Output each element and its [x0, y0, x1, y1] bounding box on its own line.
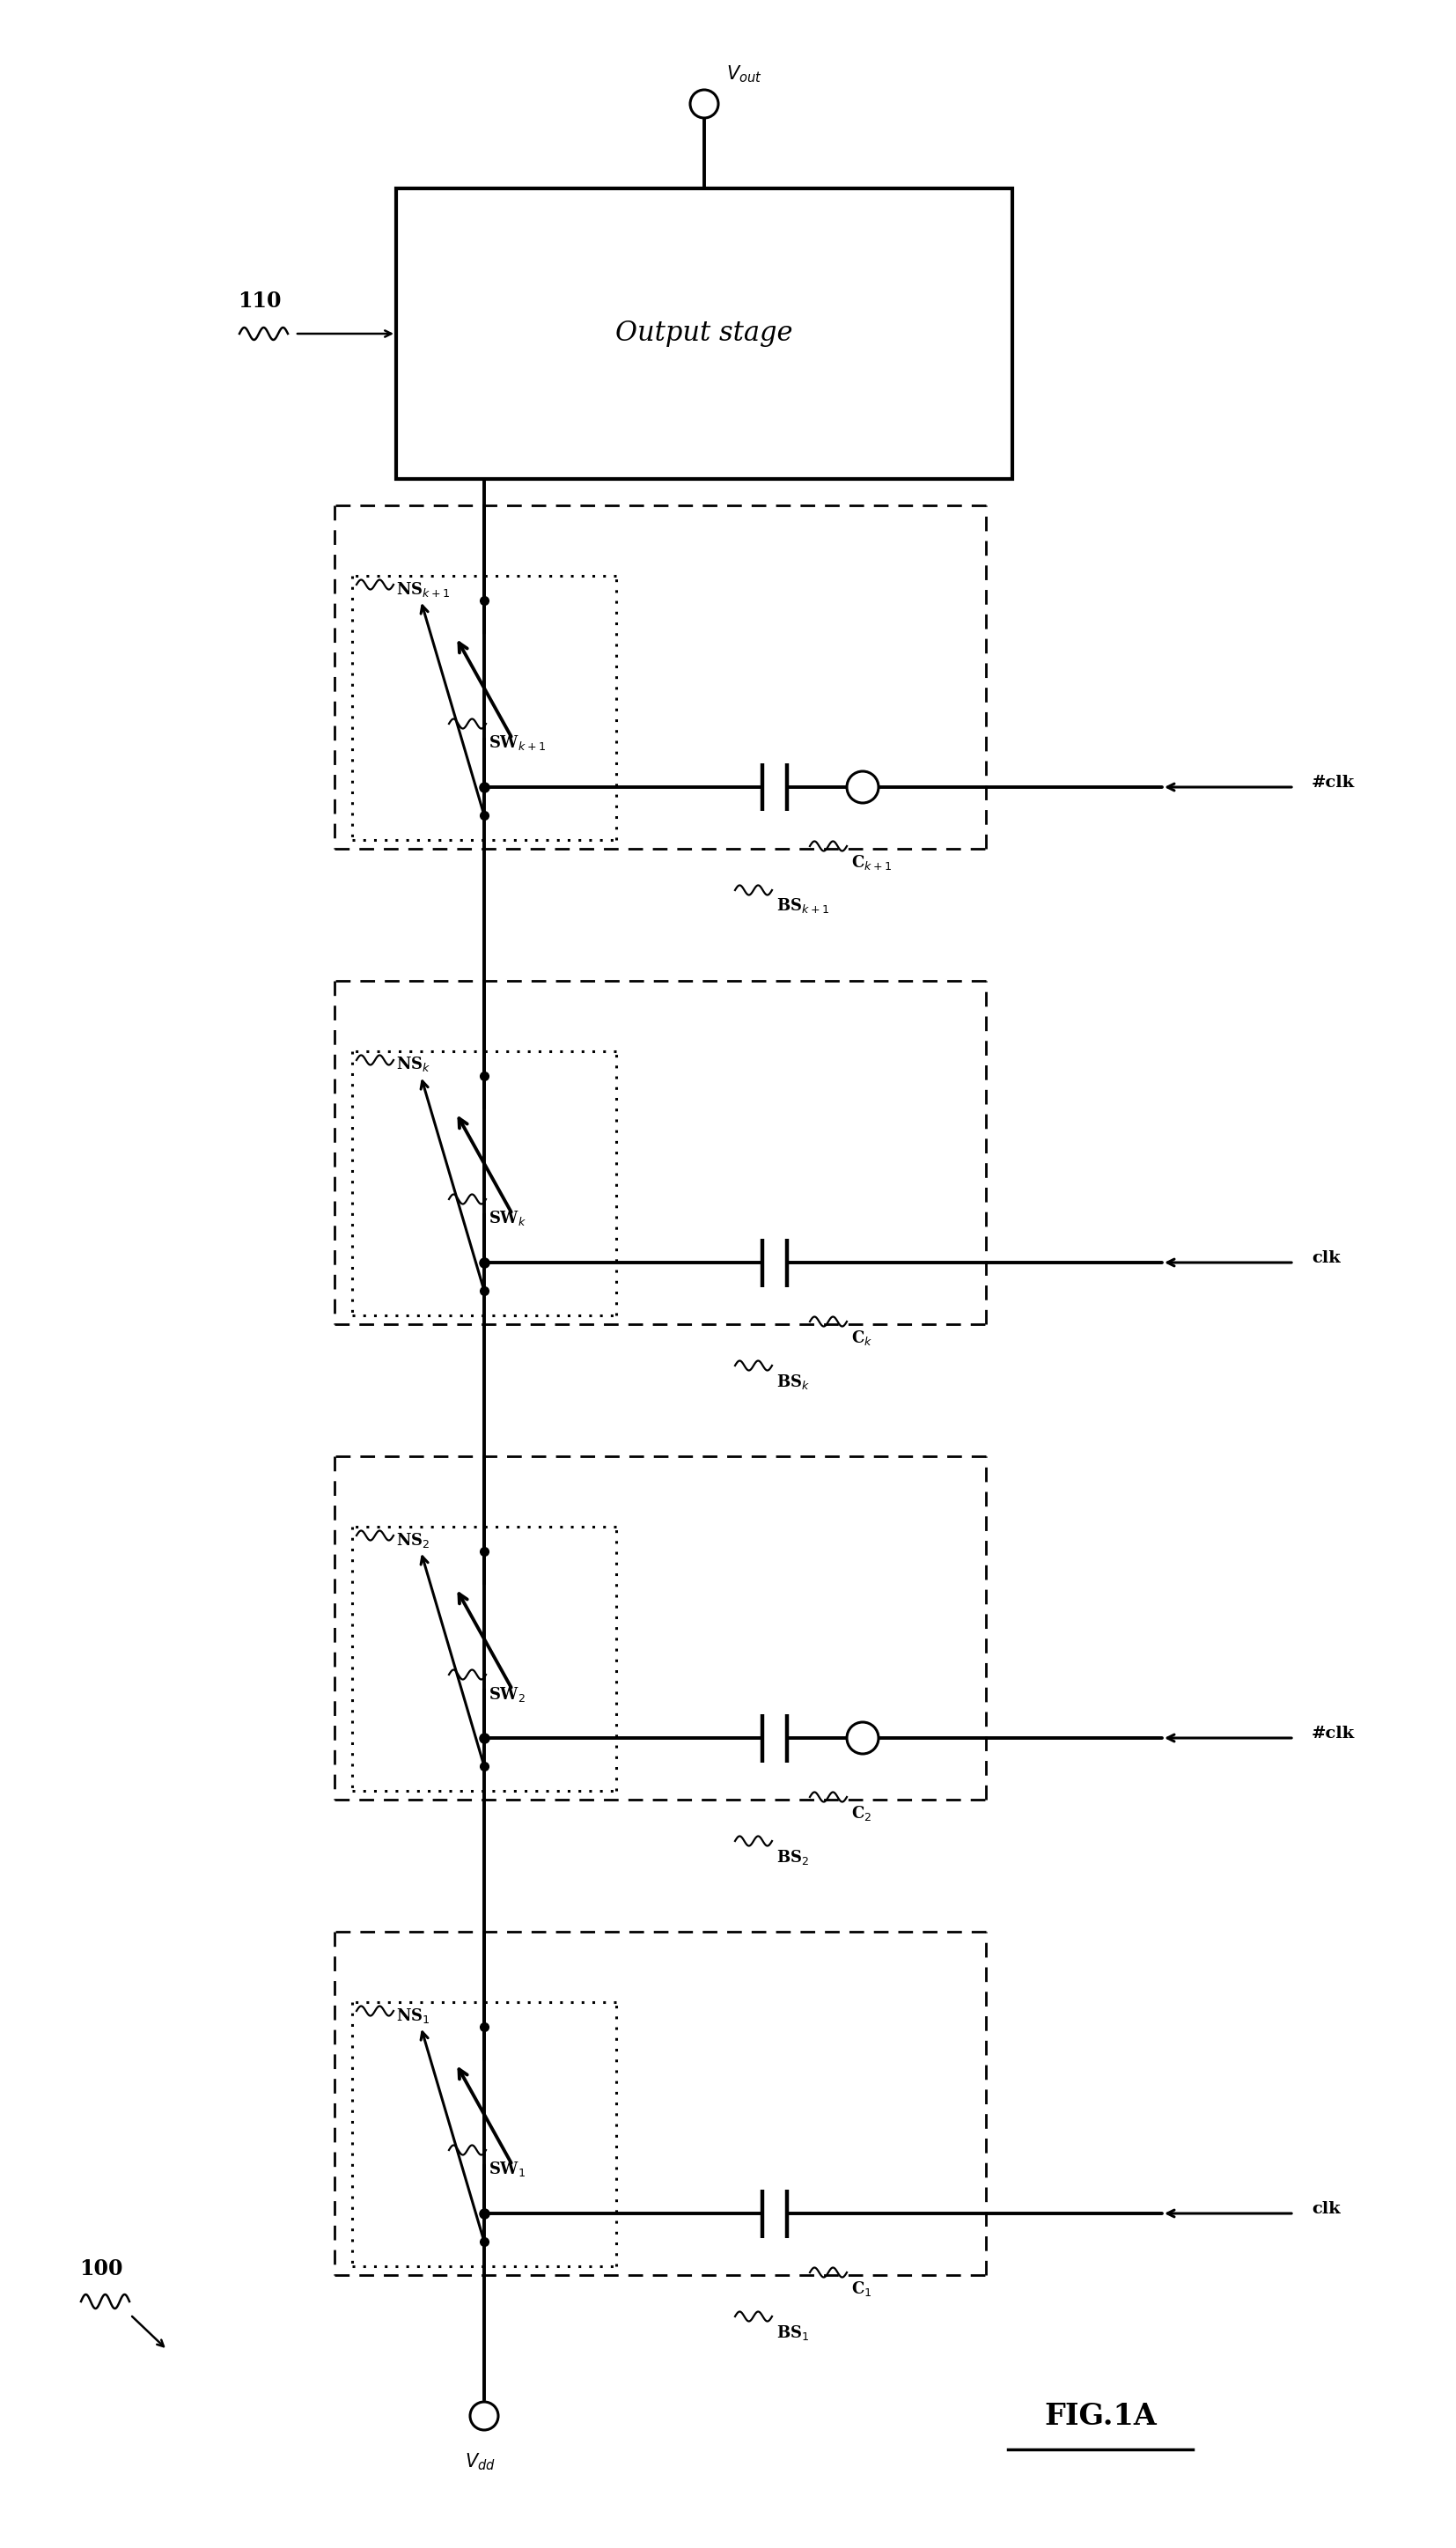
Text: NS$_{k+1}$: NS$_{k+1}$ [396, 581, 450, 599]
Text: SW$_1$: SW$_1$ [489, 2161, 526, 2179]
Text: clk: clk [1312, 2201, 1341, 2217]
Text: C$_2$: C$_2$ [852, 1804, 872, 1822]
Text: #clk: #clk [1312, 775, 1356, 790]
Circle shape [847, 772, 878, 803]
Text: SW$_{k+1}$: SW$_{k+1}$ [489, 734, 546, 752]
Text: SW$_k$: SW$_k$ [489, 1210, 527, 1228]
Circle shape [470, 2403, 498, 2431]
Bar [396, 189, 1012, 479]
Text: C$_k$: C$_k$ [852, 1328, 872, 1348]
Text: $V_{dd}$: $V_{dd}$ [464, 2451, 495, 2472]
Text: BS$_1$: BS$_1$ [776, 2324, 810, 2342]
Text: FIG.1A: FIG.1A [1044, 2400, 1156, 2431]
Text: NS$_1$: NS$_1$ [396, 2005, 430, 2026]
Circle shape [690, 89, 718, 117]
Text: $V_{out}$: $V_{out}$ [727, 64, 761, 84]
Text: C$_{k+1}$: C$_{k+1}$ [852, 854, 893, 871]
Text: NS$_k$: NS$_k$ [396, 1055, 431, 1073]
Text: clk: clk [1312, 1251, 1341, 1266]
Text: 110: 110 [237, 290, 281, 311]
Text: SW$_2$: SW$_2$ [489, 1684, 526, 1702]
Text: BS$_2$: BS$_2$ [776, 1847, 810, 1865]
Text: C$_1$: C$_1$ [852, 2278, 872, 2298]
Text: NS$_2$: NS$_2$ [396, 1531, 430, 1549]
Text: #clk: #clk [1312, 1725, 1356, 1740]
Text: BS$_k$: BS$_k$ [776, 1373, 810, 1391]
Text: 100: 100 [80, 2258, 122, 2280]
Text: BS$_{k+1}$: BS$_{k+1}$ [776, 897, 830, 915]
Text: Output stage: Output stage [616, 321, 794, 347]
Circle shape [847, 1722, 878, 1753]
